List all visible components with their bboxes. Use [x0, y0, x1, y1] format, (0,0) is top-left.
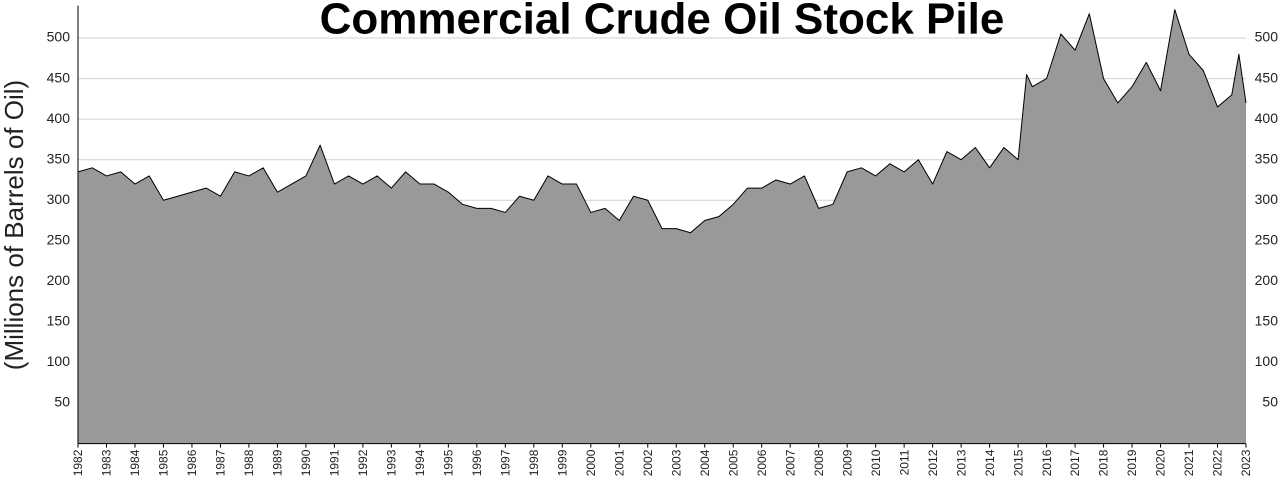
x-tick-label: 1996 [470, 449, 484, 476]
y-tick-label: 100 [47, 353, 71, 369]
x-tick-label: 2014 [983, 449, 997, 476]
y2-tick-label: 200 [1255, 272, 1279, 288]
x-tick-label: 2018 [1097, 449, 1111, 476]
x-tick-label: 2002 [641, 449, 655, 476]
x-tick-label: 1989 [271, 449, 285, 476]
chart-title: Commercial Crude Oil Stock Pile [320, 0, 1005, 44]
y-tick-label: 450 [47, 69, 71, 85]
y2-tick-label: 500 [1255, 29, 1279, 45]
y-tick-label: 500 [47, 29, 71, 45]
x-tick-label: 2001 [612, 449, 626, 476]
x-tick-label: 1988 [242, 449, 256, 476]
x-tick-label: 2023 [1239, 449, 1253, 476]
x-tick-label: 2020 [1154, 449, 1168, 476]
x-tick-label: 1997 [498, 449, 512, 476]
x-tick-label: 2021 [1182, 449, 1196, 476]
y2-tick-label: 150 [1255, 313, 1279, 329]
x-tick-label: 1983 [100, 449, 114, 476]
y-tick-label: 50 [54, 394, 70, 410]
x-tick-label: 1991 [328, 449, 342, 476]
x-tick-label: 1982 [71, 449, 85, 476]
x-tick-label: 1994 [413, 449, 427, 476]
x-tick-label: 2004 [698, 449, 712, 476]
y2-tick-label: 100 [1255, 353, 1279, 369]
y2-tick-label: 300 [1255, 191, 1279, 207]
x-tick-label: 2017 [1068, 449, 1082, 476]
x-tick-label: 2019 [1125, 449, 1139, 476]
y2-tick-label: 350 [1255, 150, 1279, 166]
x-tick-label: 2000 [584, 449, 598, 476]
y2-tick-label: 400 [1255, 110, 1279, 126]
x-tick-label: 2022 [1211, 449, 1225, 476]
x-tick-label: 2015 [1011, 449, 1025, 476]
x-tick-label: 2011 [897, 449, 911, 475]
x-tick-label: 2007 [783, 449, 797, 476]
y-tick-label: 350 [47, 150, 71, 166]
x-tick-label: 1987 [214, 449, 228, 476]
x-tick-label: 2016 [1040, 449, 1054, 476]
y-tick-label: 200 [47, 272, 71, 288]
y-tick-label: 150 [47, 313, 71, 329]
x-tick-label: 1984 [128, 449, 142, 476]
y-tick-label: 300 [47, 191, 71, 207]
x-tick-label: 1986 [185, 449, 199, 476]
x-tick-label: 1985 [157, 449, 171, 476]
x-tick-label: 1993 [385, 449, 399, 476]
y-tick-label: 400 [47, 110, 71, 126]
y2-tick-label: 450 [1255, 69, 1279, 85]
x-tick-label: 2013 [954, 449, 968, 476]
x-tick-label: 1990 [299, 449, 313, 476]
y-tick-label: 250 [47, 232, 71, 248]
x-tick-label: 2008 [812, 449, 826, 476]
y-axis-label: (Millions of Barrels of Oil) [0, 80, 29, 370]
x-tick-label: 1998 [527, 449, 541, 476]
x-tick-label: 2010 [869, 449, 883, 476]
x-tick-label: 2005 [726, 449, 740, 476]
x-tick-label: 2009 [840, 449, 854, 476]
y2-tick-label: 50 [1262, 394, 1278, 410]
x-tick-label: 1999 [555, 449, 569, 476]
area [78, 9, 1246, 444]
x-tick-label: 1995 [442, 449, 456, 476]
x-tick-label: 1992 [356, 449, 370, 476]
x-tick-label: 2003 [669, 449, 683, 476]
x-tick-label: 2012 [926, 449, 940, 476]
x-tick-label: 2006 [755, 449, 769, 476]
y2-tick-label: 250 [1255, 232, 1279, 248]
line [77, 9, 1247, 234]
